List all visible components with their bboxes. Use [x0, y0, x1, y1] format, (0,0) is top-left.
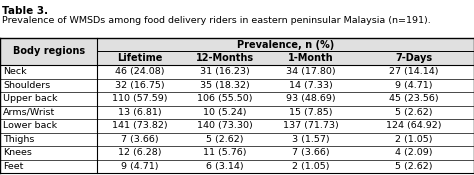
Text: Lower back: Lower back	[3, 121, 57, 130]
Text: 106 (55.50): 106 (55.50)	[197, 94, 253, 103]
Text: 14 (7.33): 14 (7.33)	[289, 81, 332, 90]
Text: Shoulders: Shoulders	[3, 81, 50, 90]
Bar	[97, 38, 474, 51]
Text: Prevalence of WMSDs among food delivery riders in eastern peninsular Malaysia (n: Prevalence of WMSDs among food delivery …	[2, 16, 431, 25]
Text: 35 (18.32): 35 (18.32)	[201, 81, 250, 90]
Text: Arms/Wrist: Arms/Wrist	[3, 108, 55, 117]
Text: Neck: Neck	[3, 67, 27, 76]
Text: 10 (5.24): 10 (5.24)	[203, 108, 247, 117]
Text: 13 (6.81): 13 (6.81)	[118, 108, 162, 117]
Text: Table 3.: Table 3.	[2, 6, 48, 16]
Text: 6 (3.14): 6 (3.14)	[206, 162, 244, 171]
Text: 124 (64.92): 124 (64.92)	[386, 121, 441, 130]
Text: 15 (7.85): 15 (7.85)	[289, 108, 332, 117]
Text: 32 (16.75): 32 (16.75)	[115, 81, 164, 90]
Text: 11 (5.76): 11 (5.76)	[203, 148, 247, 157]
Bar	[97, 51, 474, 65]
Text: 45 (23.56): 45 (23.56)	[389, 94, 438, 103]
Text: 93 (48.69): 93 (48.69)	[286, 94, 335, 103]
Text: Prevalence, n (%): Prevalence, n (%)	[237, 40, 334, 50]
Text: 27 (14.14): 27 (14.14)	[389, 67, 438, 76]
Bar	[0, 38, 97, 65]
Text: Thighs: Thighs	[3, 135, 35, 144]
Text: 31 (16.23): 31 (16.23)	[201, 67, 250, 76]
Text: 5 (2.62): 5 (2.62)	[206, 135, 244, 144]
Text: Lifetime: Lifetime	[117, 53, 163, 63]
Text: 1-Month: 1-Month	[288, 53, 333, 63]
Text: Knees: Knees	[3, 148, 32, 157]
Text: 5 (2.62): 5 (2.62)	[395, 108, 432, 117]
Text: 12 (6.28): 12 (6.28)	[118, 148, 162, 157]
Text: 5 (2.62): 5 (2.62)	[395, 162, 432, 171]
Text: 141 (73.82): 141 (73.82)	[112, 121, 168, 130]
Text: 2 (1.05): 2 (1.05)	[292, 162, 329, 171]
Text: 3 (1.57): 3 (1.57)	[292, 135, 329, 144]
Text: 9 (4.71): 9 (4.71)	[121, 162, 159, 171]
Text: Upper back: Upper back	[3, 94, 57, 103]
Text: 2 (1.05): 2 (1.05)	[395, 135, 432, 144]
Text: 7 (3.66): 7 (3.66)	[292, 148, 329, 157]
Text: 34 (17.80): 34 (17.80)	[286, 67, 335, 76]
Text: 110 (57.59): 110 (57.59)	[112, 94, 168, 103]
Text: 140 (73.30): 140 (73.30)	[197, 121, 253, 130]
Text: 7-Days: 7-Days	[395, 53, 432, 63]
Text: Feet: Feet	[3, 162, 23, 171]
Text: 7 (3.66): 7 (3.66)	[121, 135, 159, 144]
Text: 4 (2.09): 4 (2.09)	[395, 148, 432, 157]
Text: Body regions: Body regions	[12, 47, 85, 57]
Text: 12-Months: 12-Months	[196, 53, 254, 63]
Text: 9 (4.71): 9 (4.71)	[395, 81, 432, 90]
Text: 46 (24.08): 46 (24.08)	[115, 67, 164, 76]
Text: 137 (71.73): 137 (71.73)	[283, 121, 338, 130]
